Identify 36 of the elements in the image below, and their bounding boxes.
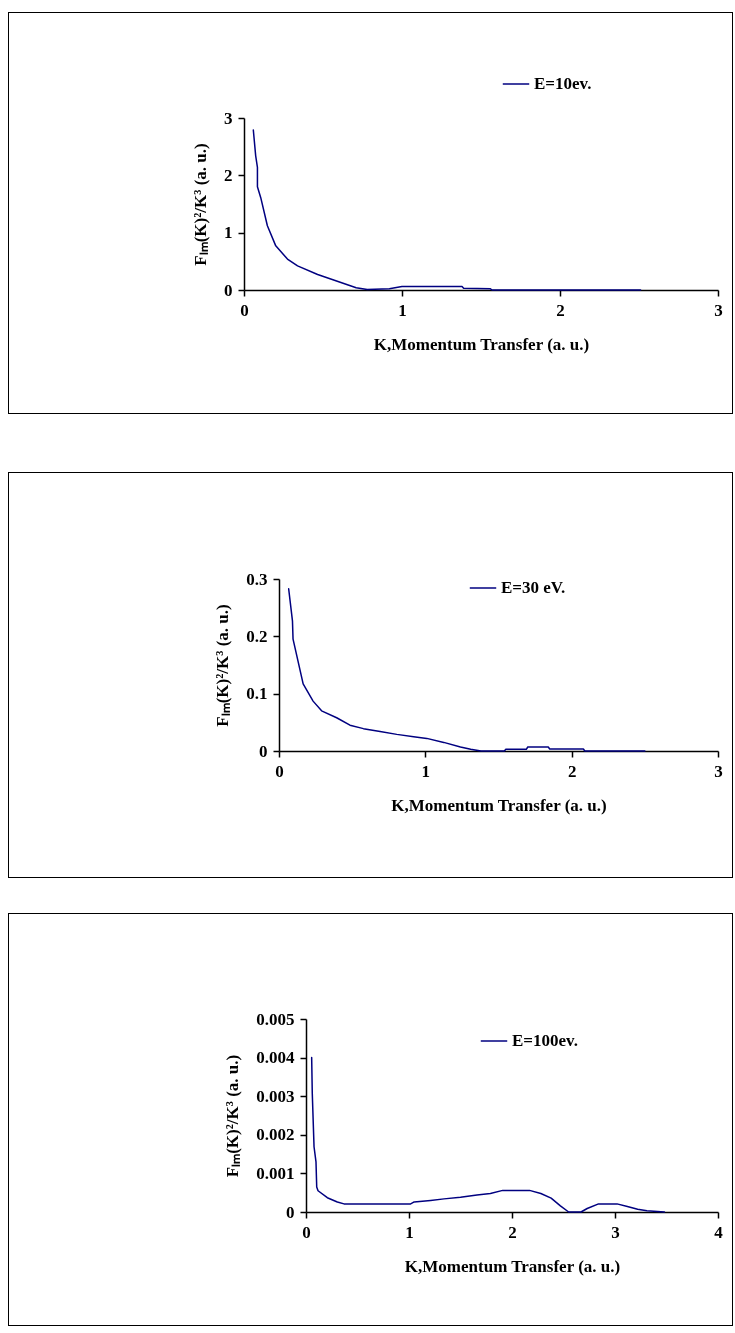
x-axis-title: K,Momentum Transfer (a. u.) — [391, 795, 607, 815]
x-tick-label: 3 — [714, 300, 723, 320]
x-axis-title: K,Momentum Transfer (a. u.) — [373, 334, 590, 354]
y-tick-label: 0.004 — [256, 1048, 295, 1068]
x-tick-label: 1 — [398, 300, 407, 320]
y-tick-label: 0.3 — [246, 569, 268, 589]
y-tick-label: 0 — [286, 1202, 295, 1222]
y-axis-title: Fₗₘ(K)²/K³ (a. u.) — [191, 143, 210, 266]
y-tick-label: 1 — [224, 223, 233, 243]
legend-label: E=100ev. — [512, 1031, 578, 1050]
y-tick-label: 0.002 — [256, 1125, 295, 1145]
y-tick-label: 3 — [224, 108, 233, 128]
y-tick-label: 0 — [224, 280, 233, 300]
y-axis-title: Fₗₘ(K)²/K³ (a. u.) — [213, 604, 233, 727]
y-tick-label: 0.2 — [246, 626, 268, 646]
x-tick-label: 4 — [714, 1222, 724, 1242]
x-tick-label: 2 — [556, 300, 565, 320]
x-tick-label: 3 — [714, 761, 723, 781]
x-tick-label: 1 — [405, 1222, 414, 1242]
y-tick-label: 0 — [259, 741, 268, 761]
line-series — [252, 129, 642, 291]
x-tick-label: 2 — [508, 1222, 517, 1242]
line-series — [310, 1056, 666, 1213]
y-tick-label: 0.1 — [246, 684, 268, 704]
x-tick-label: 2 — [567, 761, 577, 781]
legend-label: E=10ev. — [534, 74, 592, 93]
y-axis-title: Fₗₘ(K)²/K³ (a. u.) — [223, 1054, 243, 1178]
y-tick-label: 0.001 — [256, 1163, 295, 1183]
x-tick-label: 1 — [421, 761, 431, 781]
y-tick-label: 0.003 — [256, 1086, 295, 1106]
x-axis-title: K,Momentum Transfer (a. u.) — [404, 1256, 621, 1276]
legend-label: E=30 eV. — [501, 578, 566, 597]
x-tick-label: 3 — [611, 1222, 620, 1242]
y-tick-label: 0.005 — [256, 1009, 295, 1029]
y-tick-label: 2 — [224, 165, 233, 185]
x-tick-label: 0 — [302, 1222, 311, 1242]
